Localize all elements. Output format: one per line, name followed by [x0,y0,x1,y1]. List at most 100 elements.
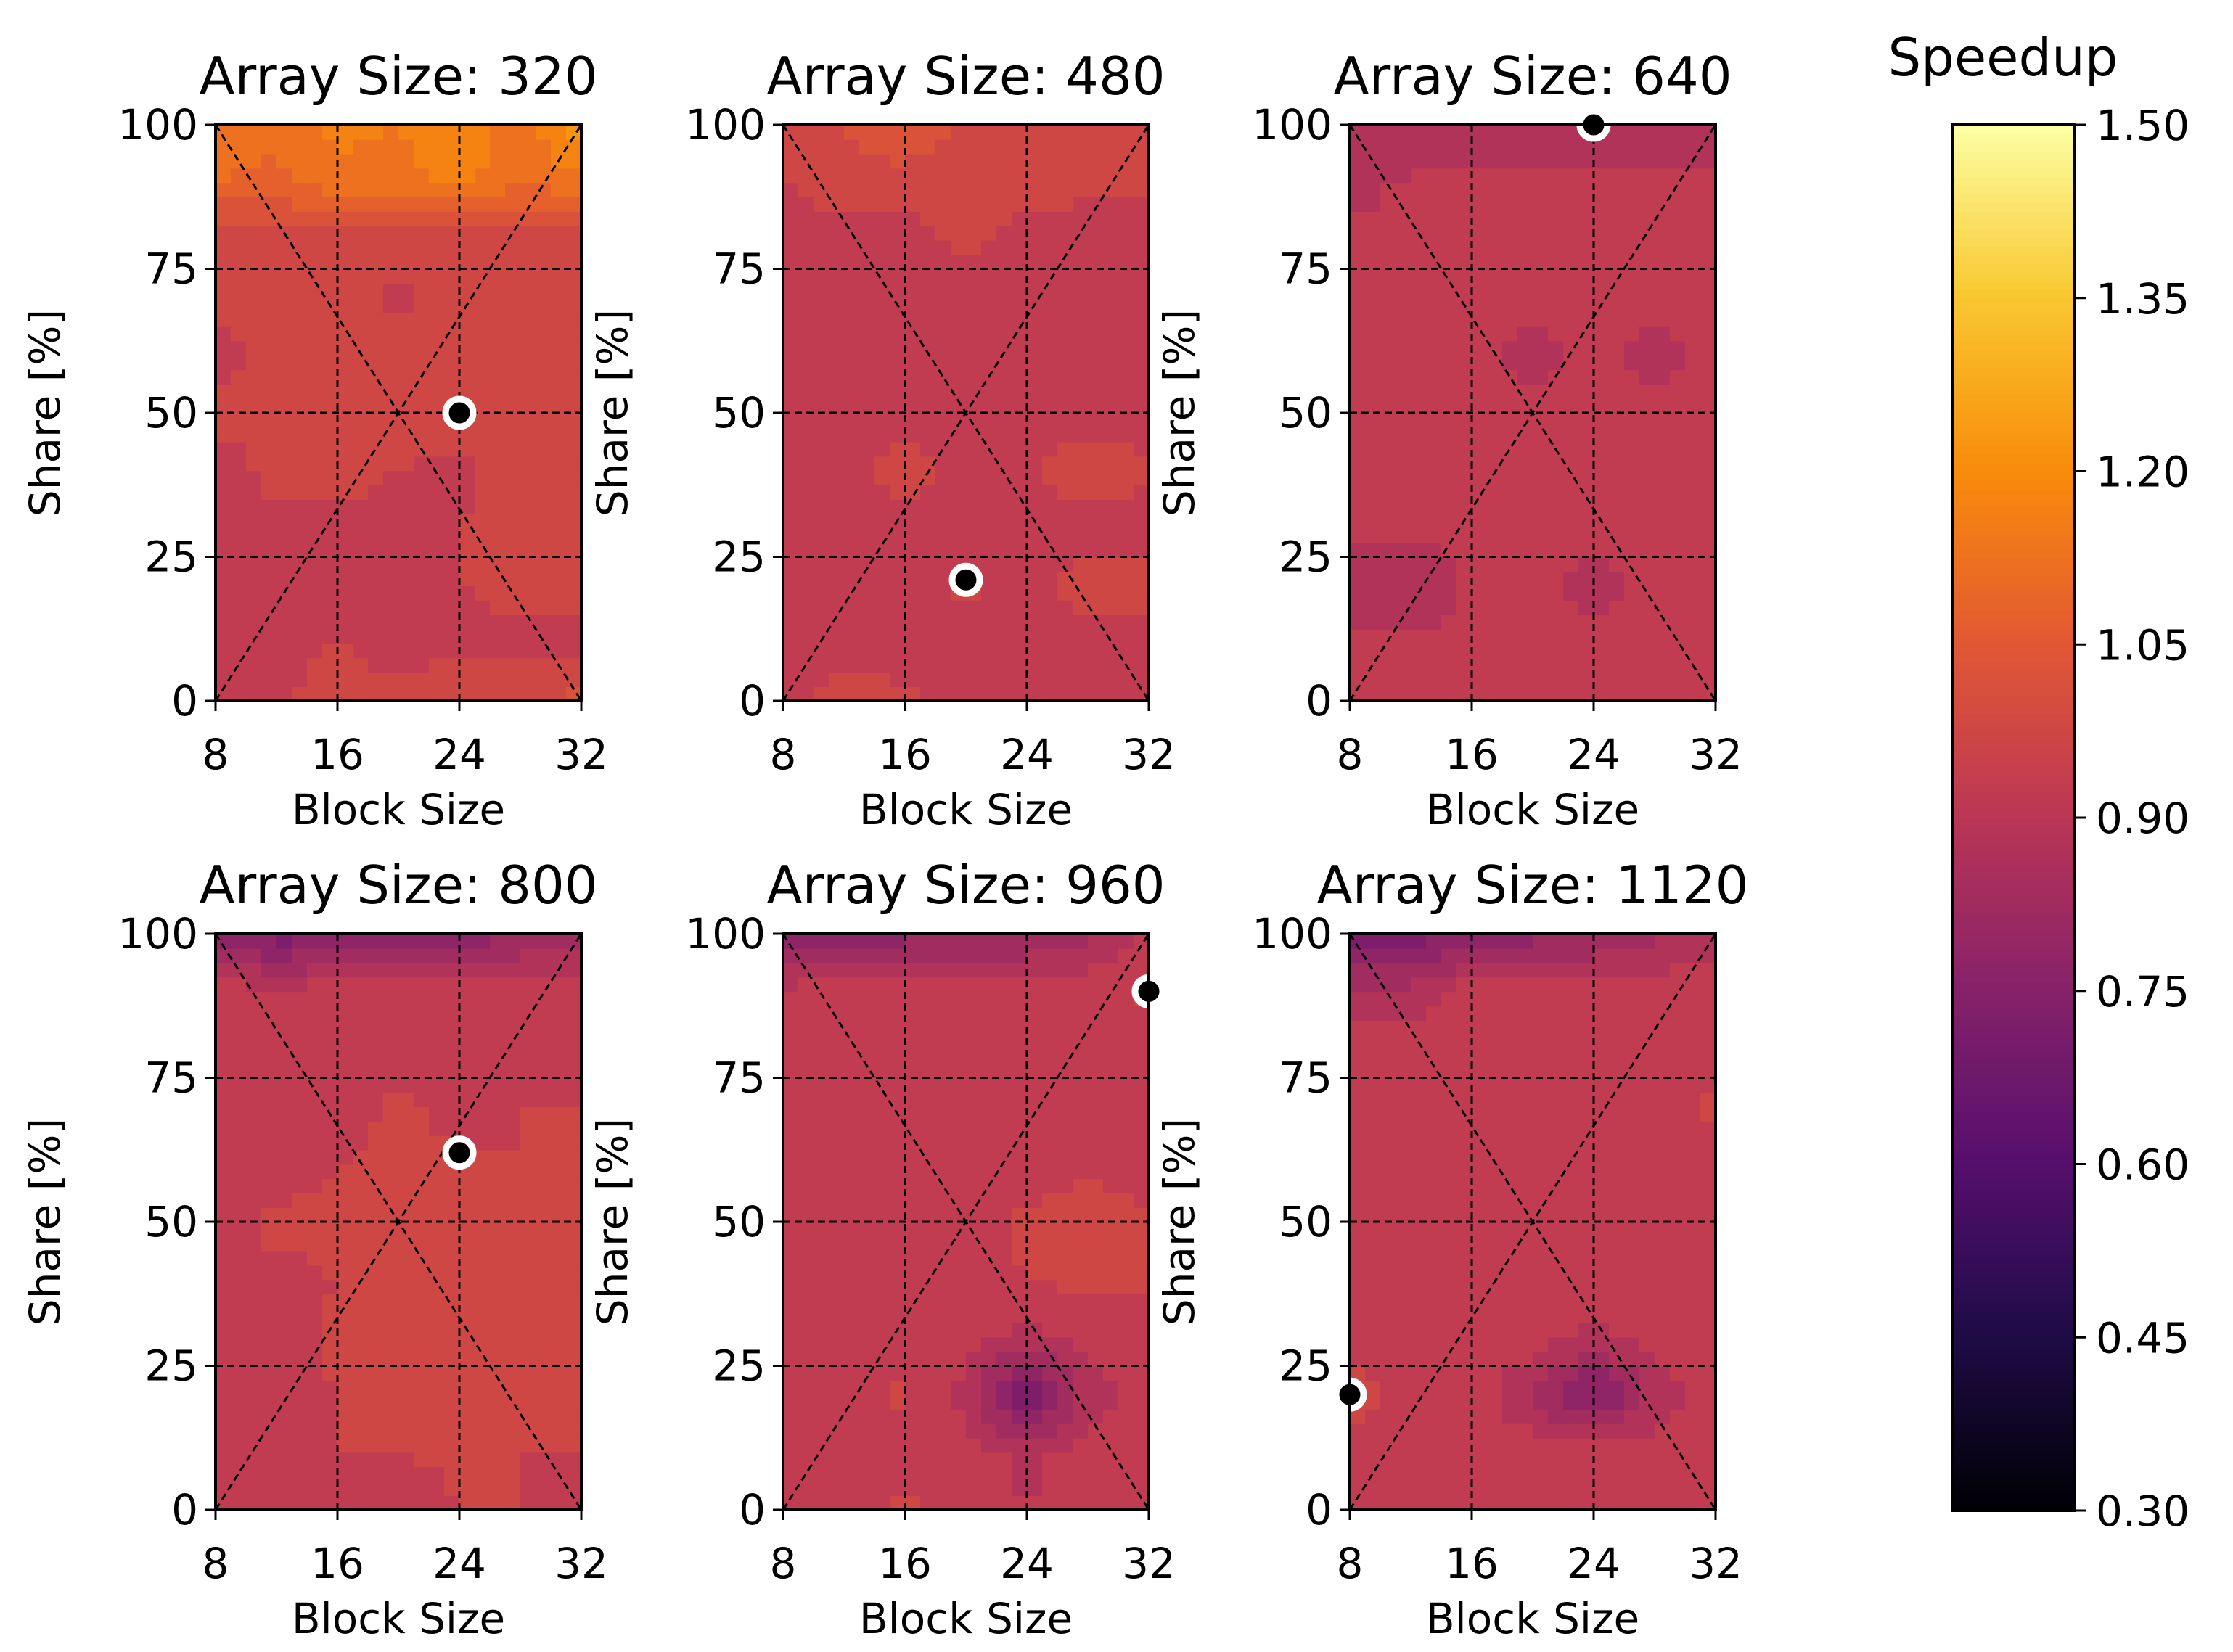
contour-cell [1517,268,1533,284]
contour-cell [1456,657,1472,673]
contour-cell [1426,513,1442,529]
contour-cell [1502,441,1518,457]
contour-cell [1548,499,1564,514]
contour-cell [551,268,567,284]
contour-cell [353,1250,369,1266]
contour-cell [368,977,384,993]
contour-cell [276,355,292,371]
contour-cell [1472,456,1488,472]
contour-cell [1012,585,1028,601]
contour-cell [844,1121,860,1136]
contour-cell [1441,239,1457,255]
contour-cell [1670,427,1686,443]
contour-cell [322,125,338,140]
contour-cell [307,1034,323,1050]
contour-cell [246,542,262,558]
contour-cell [261,527,277,543]
contour-cell [1118,948,1134,963]
contour-cell [829,657,845,673]
contour-cell [459,948,475,963]
contour-cell [1380,384,1396,399]
contour-cell [1624,672,1640,687]
contour-cell [444,456,460,472]
contour-cell [520,1063,536,1079]
contour-cell [920,1222,936,1237]
contour-cell [1118,1034,1134,1050]
contour-cell [1472,355,1488,371]
contour-cell [429,1121,445,1136]
contour-cell [551,542,567,558]
contour-cell [1012,297,1028,313]
contour-cell [261,1481,277,1496]
contour-cell [798,1236,814,1252]
contour-cell [353,1336,369,1352]
contour-cell [1134,571,1150,586]
contour-cell [444,470,460,486]
contour-cell [1073,1294,1089,1309]
contour-cell [814,1048,829,1064]
contour-cell [1396,312,1411,327]
contour-cell [414,355,430,371]
contour-cell [1042,254,1058,270]
contour-cell [874,340,890,356]
contour-cell [1103,1452,1119,1468]
contour-cell [475,1351,491,1367]
contour-cell [307,283,323,298]
contour-cell [844,326,860,342]
contour-cell [814,456,829,472]
contour-cell [1426,297,1442,313]
contour-cell [368,1336,384,1352]
contour-cell [459,1222,475,1237]
contour-cell [353,1178,369,1194]
contour-cell [1088,1437,1104,1453]
contour-cell [505,499,521,514]
contour-cell [874,1495,890,1511]
contour-cell [322,1394,338,1410]
contour-cell [1118,1365,1134,1381]
contour-cell [1700,643,1716,659]
contour-cell [1441,456,1457,472]
contour-cell [414,1481,430,1496]
contour-cell [475,268,491,284]
contour-cell [829,628,845,644]
contour-cell [1472,686,1488,702]
contour-cell [383,1250,399,1266]
contour-cell [246,1322,262,1338]
contour-cell [1088,225,1104,241]
contour-cell [444,1020,460,1035]
contour-cell [322,1092,338,1107]
contour-cell [292,1322,308,1338]
contour-cell [1012,1365,1028,1381]
contour-cell [874,542,890,558]
contour-cell [383,1380,399,1395]
contour-cell [1426,211,1442,226]
contour-cell [536,1495,552,1511]
contour-cell [951,139,967,155]
contour-cell [292,326,308,342]
contour-cell [1118,283,1134,298]
contour-cell [414,657,430,673]
contour-cell [996,268,1012,284]
contour-cell [981,1265,997,1281]
contour-cell [920,1063,936,1079]
y-axis-label: Share [%] [1155,309,1204,517]
contour-cell [322,197,338,212]
contour-cell [935,1048,951,1064]
contour-cell [444,153,460,169]
contour-cell [1365,542,1381,558]
contour-cell [844,139,860,155]
contour-cell [337,1193,353,1208]
contour-cell [844,513,860,529]
contour-cell [261,1250,277,1266]
contour-cell [996,1322,1012,1338]
contour-cell [276,168,292,184]
contour-cell [920,977,936,993]
contour-cell [383,225,399,241]
contour-cell [1073,1481,1089,1496]
contour-cell [322,1279,338,1295]
contour-cell [1057,139,1073,155]
contour-cell [383,1178,399,1194]
contour-cell [1042,1222,1058,1237]
contour-cell [1502,254,1518,270]
contour-cell [1548,686,1564,702]
